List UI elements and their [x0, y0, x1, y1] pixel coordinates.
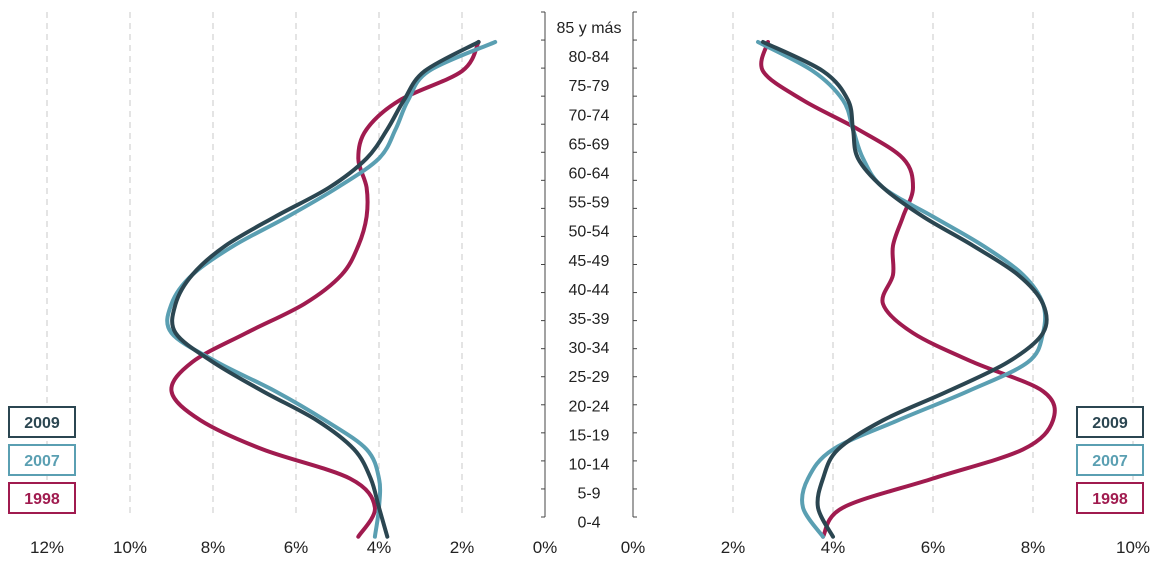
- legend-label-1998-right: 1998: [1092, 491, 1128, 508]
- series-line-1998-right: [759, 40, 1057, 539]
- age-group-label: 25-29: [569, 369, 610, 386]
- x-tick-labels: 12% 10% 8% 6% 4% 2% 0% 0% 2% 4% 6% 8% 10%: [30, 538, 1150, 557]
- series-lines: [165, 40, 1057, 539]
- age-group-label: 10-14: [569, 457, 610, 474]
- series-line-2009-right: [761, 40, 1049, 539]
- legend-label-2009-right: 2009: [1092, 415, 1128, 432]
- x-tick-label-left: 8%: [201, 538, 226, 557]
- x-tick-label-right: 0%: [621, 538, 646, 557]
- legend-box-2009-left: [8, 406, 76, 438]
- legend-box-2007-right: [1076, 444, 1144, 476]
- series-line-2007-left: [165, 40, 498, 539]
- legend-label-2009-left: 2009: [24, 415, 60, 432]
- series-line-1998-left: [169, 40, 481, 539]
- legend-left: 2009 2007 1998: [8, 406, 76, 514]
- age-group-labels: 0-4 5-9 10-14 15-19 20-24 25-29 30-34 35-39 40-4…: [557, 20, 622, 532]
- legend-label-2007-right: 2007: [1092, 453, 1128, 470]
- age-group-label: 85 y más: [557, 20, 622, 37]
- age-group-label: 80-84: [569, 49, 610, 66]
- x-tick-label-left: 0%: [533, 538, 558, 557]
- legend-box-1998-right: [1076, 482, 1144, 514]
- age-group-label: 0-4: [577, 515, 600, 532]
- age-group-label: 45-49: [569, 253, 610, 270]
- series-line-2009-left: [170, 40, 481, 539]
- series-line-2007-right: [756, 40, 1048, 539]
- age-group-label: 40-44: [569, 282, 610, 299]
- age-group-label: 20-24: [569, 398, 610, 415]
- age-group-label: 35-39: [569, 311, 610, 328]
- x-tick-label-right: 10%: [1116, 538, 1150, 557]
- legend-label-1998-left: 1998: [24, 491, 60, 508]
- age-group-label: 65-69: [569, 136, 610, 153]
- age-group-label: 15-19: [569, 427, 610, 444]
- axes: [541, 11, 637, 518]
- age-group-label: 75-79: [569, 78, 610, 95]
- age-group-label: 70-74: [569, 107, 610, 124]
- x-tick-label-left: 12%: [30, 538, 64, 557]
- x-tick-label-right: 2%: [721, 538, 746, 557]
- age-group-label: 60-64: [569, 166, 610, 183]
- legend-box-2009-right: [1076, 406, 1144, 438]
- age-group-label: 5-9: [577, 486, 600, 503]
- legend-right: 2009 2007 1998: [1076, 406, 1144, 514]
- x-tick-label-right: 6%: [921, 538, 946, 557]
- legend-label-2007-left: 2007: [24, 453, 60, 470]
- x-tick-label-right: 8%: [1021, 538, 1046, 557]
- x-tick-label-left: 6%: [284, 538, 309, 557]
- legend-box-1998-left: [8, 482, 76, 514]
- age-group-label: 55-59: [569, 195, 610, 212]
- x-tick-label-left: 10%: [113, 538, 147, 557]
- x-tick-label-left: 4%: [367, 538, 392, 557]
- x-tick-label-right: 4%: [821, 538, 846, 557]
- legend-box-2007-left: [8, 444, 76, 476]
- x-tick-label-left: 2%: [450, 538, 475, 557]
- age-group-label: 30-34: [569, 340, 610, 357]
- age-group-label: 50-54: [569, 224, 610, 241]
